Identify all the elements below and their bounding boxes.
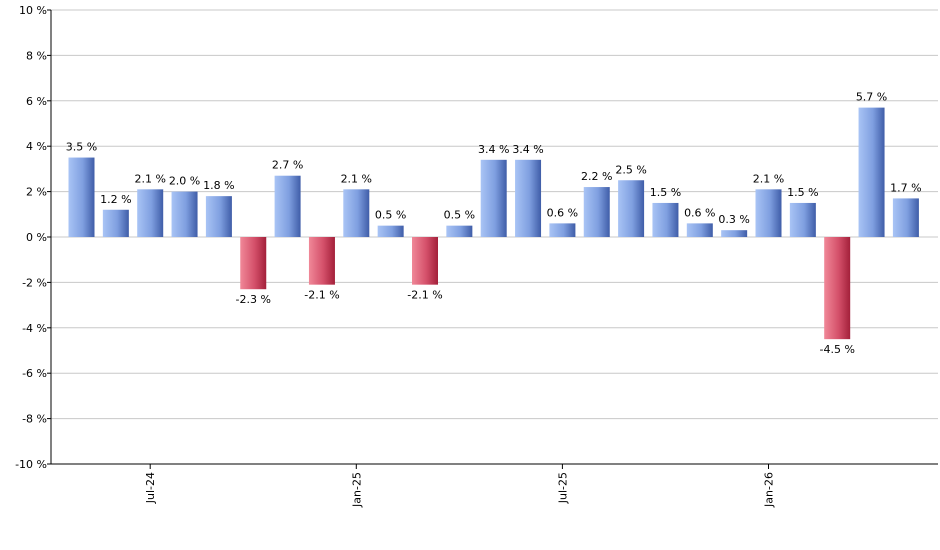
x-tick-label: Jul-25 xyxy=(556,472,569,504)
bar xyxy=(789,202,816,237)
bar-value-label: 0.5 % xyxy=(444,209,475,222)
bar-value-label: 0.3 % xyxy=(718,213,749,226)
bar xyxy=(892,198,919,237)
bar xyxy=(171,191,198,237)
x-tick-label: Jan-26 xyxy=(763,472,776,508)
bar xyxy=(308,237,335,285)
bar-value-label: 3.5 % xyxy=(66,141,97,154)
y-axis-labels: 10 % 8 % 6 % 4 % 2 % 0 % -2 % -4 % -6 % -8 % -10 % xyxy=(15,4,47,471)
bar xyxy=(240,237,267,290)
bar-value-label: 0.6 % xyxy=(684,206,715,219)
bar-value-label: -2.1 % xyxy=(407,289,442,302)
bar-value-label: 2.1 % xyxy=(753,172,784,185)
bar-value-label: 1.2 % xyxy=(100,193,131,206)
bar xyxy=(68,157,95,237)
bar xyxy=(549,223,576,237)
bar xyxy=(618,180,645,237)
bar xyxy=(686,223,713,237)
x-tick-label: Jul-24 xyxy=(144,472,157,504)
y-tick-label: -8 % xyxy=(22,413,47,426)
axes xyxy=(50,10,938,465)
bar-value-label: 1.7 % xyxy=(890,181,921,194)
bar-value-labels: 3.5 %1.2 %2.1 % 2.0 % 1.8 %-2.3 %2.7 %-2.1… xyxy=(66,91,922,357)
bar-value-label: 2.1 % xyxy=(134,172,165,185)
bar-value-label: 2.5 % xyxy=(615,163,646,176)
y-tick-label: -10 % xyxy=(15,458,47,471)
bar-value-label: 0.6 % xyxy=(547,206,578,219)
bar xyxy=(721,230,748,237)
bar xyxy=(515,159,542,237)
bar xyxy=(102,209,129,237)
bar xyxy=(755,189,782,237)
y-tick-label: 0 % xyxy=(26,231,47,244)
bar xyxy=(343,189,370,237)
bar-value-label: 1.8 % xyxy=(203,179,234,192)
bar-value-label: 1.5 % xyxy=(787,186,818,199)
bar xyxy=(446,225,473,237)
y-tick-label: -2 % xyxy=(22,276,47,289)
bar-value-label: 0.5 % xyxy=(375,209,406,222)
bar-value-label: 1.5 % xyxy=(650,186,681,199)
y-tick-label: 2 % xyxy=(26,186,47,199)
bar-value-label: 2.1 % xyxy=(341,172,372,185)
bar-value-label: -2.1 % xyxy=(304,289,339,302)
y-tick-label: 6 % xyxy=(26,95,47,108)
bar-value-label: 2.0 % xyxy=(169,175,200,188)
y-tick-label: 8 % xyxy=(26,49,47,62)
bar-value-label: 3.4 % xyxy=(478,143,509,156)
bar xyxy=(824,237,851,340)
bar-value-label: 3.4 % xyxy=(512,143,543,156)
bar xyxy=(858,107,885,237)
bar-value-label: -4.5 % xyxy=(819,343,854,356)
bar xyxy=(583,187,610,237)
bar xyxy=(377,225,404,237)
bar-value-label: 2.2 % xyxy=(581,170,612,183)
bars xyxy=(68,107,919,340)
bar xyxy=(652,202,679,237)
bar xyxy=(412,237,438,285)
y-tick-label: 4 % xyxy=(26,140,47,153)
x-tick-label: Jan-25 xyxy=(350,472,363,508)
bar-value-label: -2.3 % xyxy=(236,293,271,306)
x-axis-labels: Jul-24 Jan-25 Jul-25 Jan-26 xyxy=(144,464,776,508)
bar xyxy=(137,189,164,237)
bar xyxy=(480,159,507,237)
y-tick-label: 10 % xyxy=(19,4,47,17)
bar-value-label: 2.7 % xyxy=(272,159,303,172)
y-tick-label: -6 % xyxy=(22,367,47,380)
y-tick-label: -4 % xyxy=(22,322,47,335)
bar xyxy=(205,196,232,237)
bar-value-label: 5.7 % xyxy=(856,91,887,104)
bar xyxy=(274,175,301,237)
